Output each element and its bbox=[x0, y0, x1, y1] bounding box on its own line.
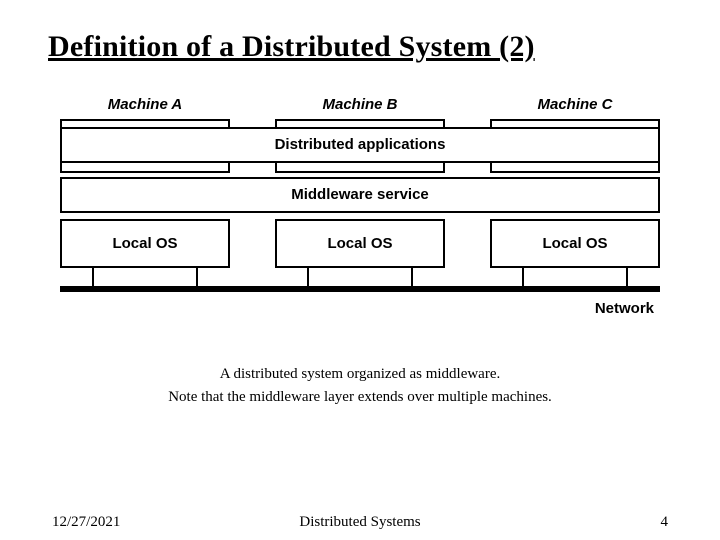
middleware-layer: Middleware service bbox=[60, 177, 660, 213]
local-os-a: Local OS bbox=[60, 219, 230, 268]
local-os-c: Local OS bbox=[490, 219, 660, 268]
architecture-diagram: Machine A Machine B Machine C Distribute… bbox=[60, 96, 660, 317]
slide-title: Definition of a Distributed System (2) bbox=[48, 30, 672, 64]
machine-label-c: Machine C bbox=[490, 96, 660, 113]
local-os-b: Local OS bbox=[275, 219, 445, 268]
applications-layer: Distributed applications bbox=[60, 127, 660, 163]
network-label: Network bbox=[60, 300, 660, 317]
footer-course: Distributed Systems bbox=[0, 514, 720, 531]
machine-label-b: Machine B bbox=[275, 96, 445, 113]
caption-line1: A distributed system organized as middle… bbox=[48, 363, 672, 386]
network-bar bbox=[60, 286, 660, 292]
footer-page-number: 4 bbox=[661, 514, 669, 531]
caption: A distributed system organized as middle… bbox=[48, 363, 672, 410]
caption-line2: Note that the middleware layer extends o… bbox=[48, 386, 672, 409]
network-legs bbox=[60, 266, 660, 286]
machine-label-a: Machine A bbox=[60, 96, 230, 113]
